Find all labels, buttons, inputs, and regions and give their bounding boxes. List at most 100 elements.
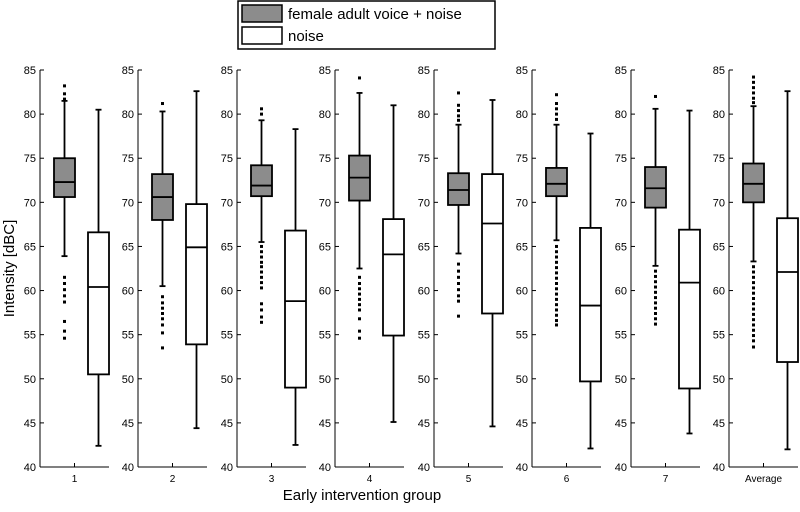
group-5-xtick-label: 5 — [466, 474, 472, 485]
group-4-voice-noise-outlier-3 — [358, 287, 361, 291]
group-4-noise-box — [382, 218, 405, 337]
group-2-voice-noise-outlier-4 — [161, 311, 164, 315]
group-average-xtick-label: Average — [745, 474, 783, 485]
group-1-voice-noise-outlier-3 — [63, 275, 66, 279]
group-5-voice-noise-outlier-3 — [457, 114, 460, 118]
group-3-noise-box — [284, 229, 307, 389]
group-5-voice-noise-outlier-8 — [457, 281, 460, 285]
group-5-voice-noise-outlier-10 — [457, 294, 460, 298]
group-average-voice-noise-outlier-8 — [752, 275, 755, 279]
group-average-voice-noise-outlier-9 — [752, 281, 755, 285]
group-6-voice-noise-outlier-11 — [555, 276, 558, 280]
group-7-voice-noise-outlier-4 — [654, 285, 657, 289]
group-4-ytick-label-65: 65 — [319, 241, 331, 253]
group-4-voice-noise-outlier-10 — [358, 336, 361, 340]
group-5-ytick-label-50: 50 — [418, 374, 430, 386]
group-1-voice-noise-outlier-8 — [63, 319, 66, 323]
group-5-ytick-label-75: 75 — [418, 153, 430, 165]
group-2-ytick-label-70: 70 — [122, 197, 134, 209]
group-2-ytick-label-60: 60 — [122, 286, 134, 298]
group-average-voice-noise-outlier-21 — [752, 345, 755, 349]
group-6-voice-noise-outlier-3 — [555, 112, 558, 116]
group-average-voice-noise-outlier-0 — [752, 75, 755, 79]
group-5-ytick-label-45: 45 — [418, 418, 430, 430]
group-2-voice-noise-outlier-8 — [161, 346, 164, 350]
group-7-ytick-label-70: 70 — [615, 197, 627, 209]
group-1-ytick-label-50: 50 — [24, 374, 36, 386]
group-average-voice-noise-outlier-16 — [752, 318, 755, 322]
group-4-ytick-label-85: 85 — [319, 65, 331, 77]
group-7-voice-noise-outlier-1 — [654, 269, 657, 273]
group-2-ytick-label-45: 45 — [122, 418, 134, 430]
group-1-ytick-label-60: 60 — [24, 286, 36, 298]
group-6-voice-noise-outlier-16 — [555, 303, 558, 307]
group-5-voice-noise-outlier-11 — [457, 299, 460, 303]
group-1-voice-noise-outlier-10 — [63, 336, 66, 340]
group-6-voice-noise-outlier-0 — [555, 93, 558, 97]
group-average-voice-noise-outlier-1 — [752, 80, 755, 84]
group-3-xtick-label: 3 — [269, 474, 275, 485]
group-3-voice-noise-outlier-10 — [260, 286, 263, 290]
group-6-voice-noise-outlier-2 — [555, 107, 558, 111]
group-3-voice-noise-outlier-0 — [260, 107, 263, 111]
group-6-ytick-label-50: 50 — [516, 374, 528, 386]
group-6-ytick-label-60: 60 — [516, 286, 528, 298]
group-1-voice-noise-outlier-5 — [63, 288, 66, 292]
group-4-ytick-label-40: 40 — [319, 462, 331, 474]
group-6-voice-noise-outlier-15 — [555, 297, 558, 301]
group-7-ytick-label-75: 75 — [615, 153, 627, 165]
group-3-voice-noise-outlier-1 — [260, 112, 263, 116]
group-5-voice-noise-outlier-9 — [457, 288, 460, 292]
group-2-ytick-label-50: 50 — [122, 374, 134, 386]
group-average-voice-noise-outlier-19 — [752, 334, 755, 338]
group-6-voice-noise-outlier-12 — [555, 281, 558, 285]
group-3-voice-noise-outlier-8 — [260, 275, 263, 279]
group-3-ytick-label-75: 75 — [221, 153, 233, 165]
group-average-ytick-label-75: 75 — [713, 153, 725, 165]
y-axis-label: Intensity [dBC] — [1, 220, 18, 318]
group-7-voice-noise-outlier-10 — [654, 317, 657, 321]
group-average-voice-noise-outlier-2 — [752, 86, 755, 90]
group-2-noise-box — [185, 203, 208, 346]
group-7-ytick-label-50: 50 — [615, 374, 627, 386]
group-3-ytick-label-40: 40 — [221, 462, 233, 474]
group-2-ytick-label-80: 80 — [122, 109, 134, 121]
group-6-voice-noise-outlier-1 — [555, 102, 558, 106]
group-2-ytick-label-65: 65 — [122, 241, 134, 253]
group-4-voice-noise-outlier-0 — [358, 76, 361, 80]
group-average-voice-noise-outlier-11 — [752, 291, 755, 295]
group-5-ytick-label-80: 80 — [418, 109, 430, 121]
group-4-voice-noise-outlier-7 — [358, 308, 361, 312]
group-6-ytick-label-45: 45 — [516, 418, 528, 430]
group-average-voice-noise-outlier-6 — [752, 265, 755, 269]
group-5-voice-noise-outlier-6 — [457, 269, 460, 273]
group-6-ytick-label-70: 70 — [516, 197, 528, 209]
group-1-voice-noise-box — [53, 157, 76, 198]
group-5-voice-noise-outlier-2 — [457, 109, 460, 113]
group-average-ytick-label-85: 85 — [713, 65, 725, 77]
group-1-voice-noise-outlier-4 — [63, 281, 66, 285]
legend-swatch-noise — [241, 26, 283, 45]
group-5-ytick-label-40: 40 — [418, 462, 430, 474]
group-3-voice-noise-outlier-9 — [260, 281, 263, 285]
group-1-ytick-label-65: 65 — [24, 241, 36, 253]
group-6-voice-noise-outlier-7 — [555, 255, 558, 259]
group-4-ytick-label-75: 75 — [319, 153, 331, 165]
group-4-voice-noise-outlier-5 — [358, 297, 361, 301]
group-5-voice-noise-outlier-12 — [457, 314, 460, 318]
group-6-voice-noise-outlier-20 — [555, 323, 558, 327]
group-7-xtick-label: 7 — [663, 474, 669, 485]
group-1-xtick-label: 1 — [72, 474, 78, 485]
group-average-voice-noise-outlier-3 — [752, 91, 755, 95]
group-4-voice-noise-outlier-8 — [358, 317, 361, 321]
group-4-voice-noise-outlier-4 — [358, 292, 361, 296]
group-2-voice-noise-outlier-7 — [161, 331, 164, 335]
group-4-ytick-label-60: 60 — [319, 286, 331, 298]
group-1-ytick-label-45: 45 — [24, 418, 36, 430]
group-3-ytick-label-45: 45 — [221, 418, 233, 430]
group-average-voice-noise-outlier-13 — [752, 302, 755, 306]
group-3-ytick-label-50: 50 — [221, 374, 233, 386]
group-6-voice-noise-outlier-17 — [555, 308, 558, 312]
group-6-ytick-label-80: 80 — [516, 109, 528, 121]
